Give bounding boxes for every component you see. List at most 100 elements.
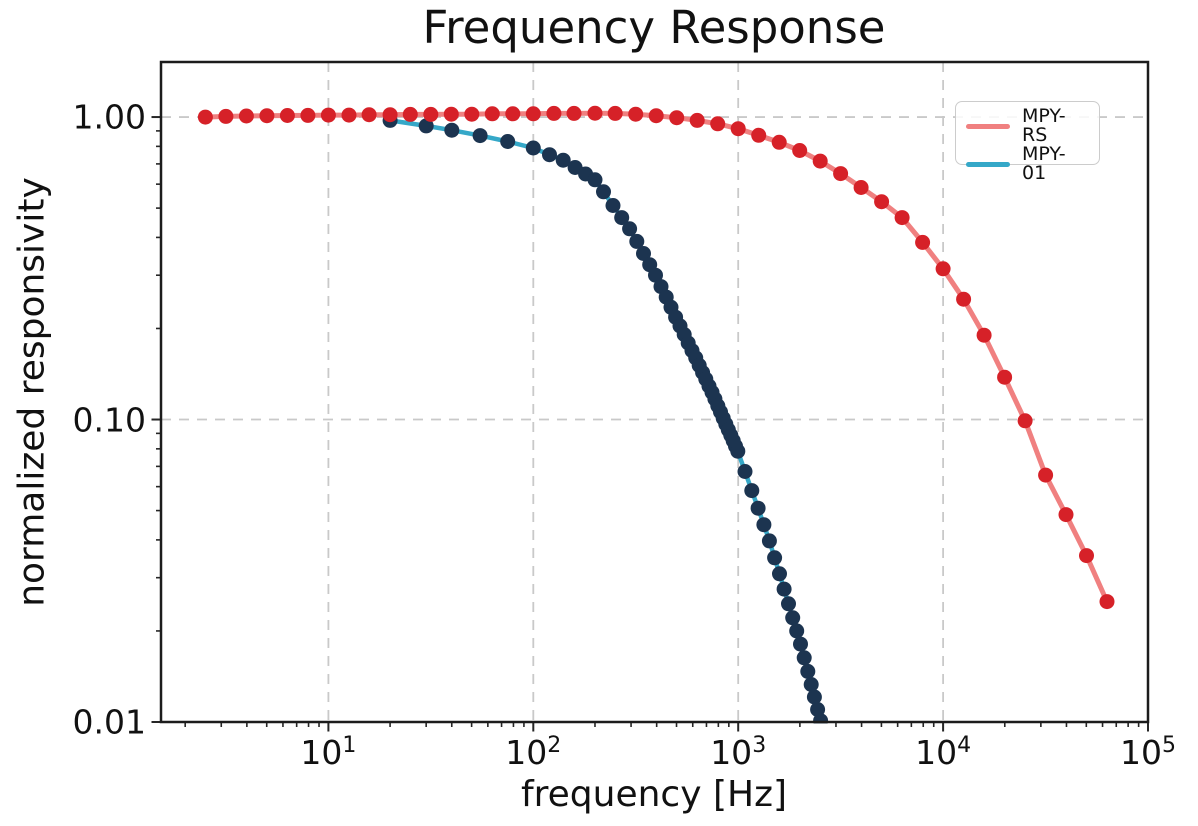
legend-item-mpy-rs: MPY-RS — [966, 107, 1089, 145]
data-point — [761, 533, 777, 549]
legend: MPY-RS MPY-01 — [955, 101, 1100, 183]
data-point — [915, 234, 931, 250]
data-point — [935, 261, 951, 277]
data-point — [767, 550, 783, 566]
data-point — [750, 500, 766, 516]
data-point — [443, 106, 459, 122]
data-point — [800, 663, 816, 679]
data-point — [812, 153, 828, 169]
data-point — [472, 128, 488, 144]
data-point — [636, 246, 651, 261]
data-point — [751, 127, 767, 143]
data-point — [792, 143, 808, 158]
data-point — [361, 107, 377, 123]
data-point — [669, 110, 685, 126]
data-point — [382, 107, 398, 123]
data-point — [525, 140, 541, 156]
data-point — [341, 107, 357, 123]
data-point — [737, 464, 753, 479]
y-axis-label: normalized responsivity — [11, 177, 53, 607]
data-point — [320, 107, 336, 123]
data-point — [1017, 413, 1033, 429]
data-point — [776, 581, 792, 597]
data-point — [781, 596, 796, 612]
data-point — [796, 650, 812, 666]
data-point — [1038, 467, 1054, 483]
data-point — [976, 327, 992, 343]
data-point — [607, 105, 623, 121]
x-tick-label: 103 — [710, 733, 767, 772]
series-layer — [197, 105, 1115, 724]
data-point — [484, 106, 500, 122]
data-point — [614, 210, 630, 226]
legend-label-mpy-01: MPY-01 — [1022, 143, 1066, 184]
data-point — [587, 172, 603, 188]
data-point — [833, 166, 849, 182]
data-point — [730, 443, 746, 459]
data-point — [648, 267, 663, 283]
legend-item-mpy-01: MPY-01 — [966, 145, 1089, 183]
data-point — [894, 210, 910, 226]
data-point — [418, 118, 434, 134]
chart-title: Frequency Response — [422, 1, 886, 54]
data-point — [464, 106, 480, 122]
legend-swatch-mpy-rs-icon — [966, 123, 1010, 129]
series-mpy-01-line — [387, 118, 823, 723]
data-point — [238, 108, 254, 124]
data-point — [505, 106, 521, 122]
data-point — [710, 116, 726, 132]
data-point — [771, 134, 787, 150]
data-point — [444, 122, 460, 138]
data-point — [566, 105, 582, 121]
series-mpy-rs-line — [202, 110, 1110, 605]
data-point — [279, 108, 295, 123]
data-point — [793, 636, 808, 652]
data-point — [197, 109, 213, 125]
data-point — [596, 184, 611, 200]
data-point — [1058, 507, 1074, 523]
data-point — [956, 291, 972, 307]
data-point — [689, 112, 705, 128]
data-point — [605, 198, 621, 213]
data-point — [259, 108, 275, 124]
data-point — [423, 106, 439, 122]
data-point — [555, 152, 571, 168]
data-point — [813, 713, 829, 724]
data-point — [997, 369, 1013, 385]
data-point — [874, 194, 890, 210]
data-point — [744, 483, 760, 499]
data-point — [587, 105, 603, 121]
y-tick-label: 1.00 — [72, 97, 146, 137]
axes-frame — [159, 60, 1150, 724]
x-tick-label: 105 — [1120, 733, 1176, 772]
legend-label-mpy-rs: MPY-RS — [1022, 105, 1066, 146]
data-point — [402, 106, 418, 122]
legend-swatch-mpy-01-icon — [966, 161, 1010, 167]
data-point — [785, 610, 801, 626]
series-mpy-rs-markers — [197, 105, 1115, 610]
data-point — [500, 134, 516, 149]
data-point — [622, 221, 638, 237]
data-point — [648, 108, 664, 124]
series-mpy-01-markers — [382, 112, 829, 724]
x-axis-label: frequency [Hz] — [520, 774, 788, 815]
x-tick-label: 102 — [505, 733, 562, 772]
data-point — [546, 105, 562, 121]
data-point — [1079, 548, 1094, 564]
data-point — [772, 566, 787, 582]
data-point — [628, 106, 644, 122]
data-point — [525, 106, 541, 122]
x-tick-label: 101 — [300, 733, 357, 772]
y-tick-label: 0.01 — [72, 702, 146, 742]
x-tick-label: 104 — [915, 733, 972, 772]
data-point — [853, 180, 869, 195]
data-point — [806, 689, 822, 705]
data-point — [730, 121, 746, 137]
data-point — [803, 677, 819, 692]
data-point — [756, 517, 772, 533]
data-point — [300, 107, 316, 123]
data-point — [218, 108, 234, 124]
y-tick-label: 0.10 — [72, 400, 146, 440]
